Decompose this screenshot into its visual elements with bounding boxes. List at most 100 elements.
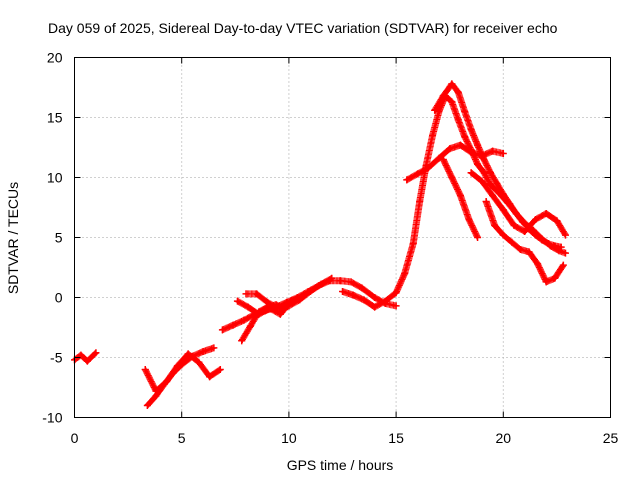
data-point bbox=[339, 288, 346, 295]
data-point bbox=[486, 169, 494, 177]
data-point bbox=[184, 350, 192, 358]
data-point bbox=[163, 378, 171, 385]
data-point bbox=[534, 260, 542, 268]
data-point bbox=[349, 291, 357, 299]
data-point bbox=[416, 198, 424, 205]
data-point bbox=[491, 222, 499, 229]
data-point bbox=[381, 297, 389, 305]
series-sat-k bbox=[439, 156, 482, 241]
data-point bbox=[439, 92, 447, 100]
x-tick-labels: 0 5 10 15 20 25 bbox=[71, 430, 619, 446]
grid bbox=[74, 57, 611, 418]
data-point bbox=[77, 351, 85, 359]
data-point bbox=[263, 298, 271, 306]
data-point bbox=[474, 160, 482, 168]
data-point bbox=[480, 156, 488, 163]
data-point bbox=[439, 156, 447, 163]
data-point bbox=[246, 322, 254, 330]
data-point bbox=[512, 210, 520, 217]
data-point bbox=[489, 147, 497, 155]
data-point bbox=[482, 198, 490, 205]
y-tick-labels: -10 -5 0 5 10 15 20 bbox=[42, 50, 62, 426]
data-point bbox=[285, 302, 293, 310]
y-tick-label: -10 bbox=[42, 410, 62, 426]
data-point bbox=[454, 88, 462, 96]
chart-title: Day 059 of 2025, Sidereal Day-to-day VTE… bbox=[48, 20, 558, 36]
data-point bbox=[467, 169, 475, 177]
data-point bbox=[431, 106, 439, 114]
data-point bbox=[414, 170, 422, 178]
data-point bbox=[424, 164, 432, 172]
series-sat-g bbox=[242, 274, 336, 312]
x-tick-label: 10 bbox=[281, 430, 297, 446]
data-point bbox=[152, 387, 160, 395]
data-point bbox=[531, 216, 539, 223]
data-point bbox=[553, 217, 561, 225]
data-point bbox=[538, 236, 546, 244]
data-point bbox=[296, 296, 304, 304]
data-point bbox=[499, 206, 507, 214]
data-point bbox=[448, 80, 456, 88]
data-point bbox=[486, 181, 494, 189]
data-point bbox=[448, 98, 456, 106]
data-point bbox=[467, 126, 475, 133]
data-point bbox=[143, 402, 151, 409]
data-point bbox=[274, 304, 282, 312]
data-point bbox=[276, 310, 284, 318]
data-point bbox=[253, 290, 261, 298]
data-point bbox=[499, 231, 507, 239]
data-point bbox=[510, 222, 518, 229]
data-point bbox=[561, 231, 569, 239]
x-axis-label: GPS time / hours bbox=[287, 457, 394, 473]
data-point bbox=[218, 326, 226, 334]
data-point bbox=[216, 366, 224, 373]
data-point bbox=[409, 240, 417, 247]
data-point bbox=[521, 228, 529, 235]
data-point bbox=[306, 288, 314, 295]
y-tick-label: 5 bbox=[55, 230, 63, 246]
data-point bbox=[454, 116, 462, 124]
data-point bbox=[255, 308, 263, 316]
data-point bbox=[561, 249, 569, 257]
y-axis-label: SDTVAR / TECUs bbox=[5, 182, 21, 294]
data-point bbox=[456, 192, 464, 199]
x-tick-label: 20 bbox=[496, 430, 512, 446]
data-point bbox=[456, 141, 464, 149]
y-tick-label: 0 bbox=[55, 290, 63, 306]
data-point bbox=[401, 270, 409, 277]
data-point bbox=[499, 190, 507, 198]
data-point bbox=[206, 373, 214, 381]
data-point bbox=[489, 192, 497, 199]
data-point bbox=[519, 218, 527, 226]
data-point bbox=[83, 357, 91, 365]
data-point bbox=[360, 296, 368, 304]
data-point bbox=[392, 289, 400, 297]
data-point bbox=[551, 242, 559, 250]
data-point bbox=[347, 278, 355, 286]
y-tick-label: 20 bbox=[47, 50, 63, 66]
data-point bbox=[435, 154, 443, 162]
data-point bbox=[448, 174, 456, 181]
axis-ticks bbox=[74, 57, 611, 418]
data-point bbox=[435, 108, 443, 115]
data-point bbox=[358, 284, 366, 292]
data-point bbox=[371, 303, 379, 311]
data-point bbox=[229, 321, 237, 329]
data-point bbox=[244, 303, 252, 311]
data-series bbox=[71, 80, 569, 409]
y-tick-label: 10 bbox=[47, 170, 63, 186]
data-point bbox=[542, 278, 550, 286]
data-point bbox=[557, 243, 565, 251]
y-tick-label: -5 bbox=[50, 350, 63, 366]
x-tick-label: 0 bbox=[71, 430, 79, 446]
data-point bbox=[542, 210, 550, 217]
x-tick-label: 25 bbox=[603, 430, 619, 446]
data-point bbox=[242, 290, 250, 298]
data-point bbox=[141, 366, 149, 373]
x-tick-label: 15 bbox=[388, 430, 404, 446]
data-point bbox=[465, 216, 473, 223]
data-point bbox=[525, 248, 533, 256]
data-point bbox=[474, 234, 482, 241]
